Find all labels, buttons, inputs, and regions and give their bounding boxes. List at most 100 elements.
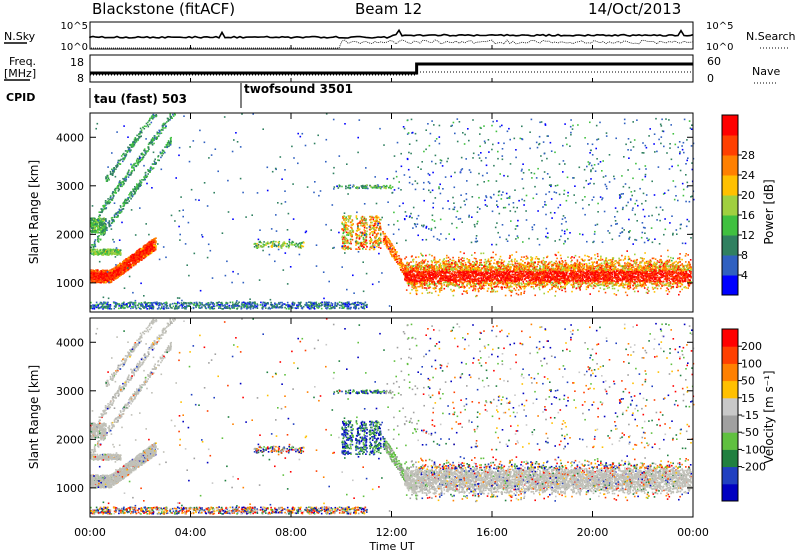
power-pixel bbox=[141, 154, 143, 156]
power-pixel bbox=[285, 305, 287, 307]
power-pixel bbox=[122, 271, 124, 273]
power-pixel bbox=[160, 157, 162, 159]
power-pixel bbox=[105, 208, 107, 210]
power-pixel bbox=[112, 191, 114, 193]
power-pixel bbox=[135, 262, 137, 264]
power-pixel bbox=[146, 123, 148, 125]
noise-sky-label: N.Sky bbox=[4, 30, 36, 43]
power-pixel bbox=[129, 259, 131, 261]
power-pixel bbox=[260, 304, 262, 306]
power-pixel bbox=[117, 276, 119, 278]
power-pixel bbox=[148, 126, 150, 128]
power-pixel bbox=[231, 305, 233, 307]
nave-tick-high: 60 bbox=[707, 55, 721, 68]
power-pixel bbox=[144, 254, 146, 256]
power-pixel bbox=[163, 308, 165, 310]
power-pixel bbox=[307, 307, 309, 309]
power-pixel bbox=[96, 226, 98, 228]
power-pixel bbox=[148, 171, 150, 173]
power-pixel bbox=[108, 200, 110, 202]
power-pixel bbox=[147, 169, 149, 171]
power-pixel bbox=[366, 306, 368, 308]
power-pixel bbox=[133, 302, 135, 304]
power-pixel bbox=[90, 273, 92, 275]
power-pixel bbox=[98, 254, 100, 256]
power-pixel bbox=[120, 252, 122, 254]
power-pixel bbox=[123, 272, 125, 274]
power-pixel bbox=[169, 304, 171, 306]
power-pixel bbox=[334, 303, 336, 305]
power-pixel bbox=[120, 163, 122, 165]
power-pixel bbox=[136, 166, 138, 168]
power-pixel bbox=[153, 302, 155, 304]
power-pixel bbox=[199, 307, 201, 309]
power-pixel bbox=[94, 241, 96, 243]
power-pixel bbox=[284, 307, 286, 309]
power-pixel bbox=[121, 264, 123, 266]
power-pixel bbox=[143, 256, 145, 258]
power-pixel bbox=[101, 223, 103, 225]
power-pixel bbox=[363, 303, 365, 305]
power-pixel bbox=[168, 140, 170, 142]
power-pixel bbox=[124, 157, 126, 159]
power-pixel bbox=[214, 305, 216, 307]
power-pixel bbox=[132, 189, 134, 191]
power-pixel bbox=[91, 219, 93, 221]
power-pixel bbox=[120, 253, 122, 255]
power-pixel bbox=[152, 144, 154, 146]
power-pixel bbox=[125, 203, 127, 205]
power-pixel bbox=[254, 302, 256, 304]
noise-right-tick-low: 10^0 bbox=[706, 42, 733, 53]
power-pixel bbox=[114, 216, 116, 218]
power-pixel bbox=[128, 170, 130, 172]
power-pixel bbox=[148, 150, 150, 152]
power-pixel bbox=[141, 256, 143, 258]
radar-summary-plot: Blackstone (fitACF) Beam 12 14/Oct/2013 … bbox=[0, 0, 800, 554]
power-pixel bbox=[116, 188, 118, 190]
power-pixel bbox=[106, 274, 108, 276]
power-pixel bbox=[142, 158, 144, 160]
power-pixel bbox=[265, 307, 267, 309]
power-pixel bbox=[251, 304, 253, 306]
power-pixel bbox=[158, 305, 160, 307]
power-pixel bbox=[225, 306, 227, 308]
power-pixel bbox=[112, 197, 114, 199]
power-pixel bbox=[292, 306, 294, 308]
power-pixel bbox=[129, 148, 131, 150]
power-pixel bbox=[122, 307, 124, 309]
power-pixel bbox=[98, 273, 100, 275]
power-pixel bbox=[204, 304, 206, 306]
power-pixel bbox=[297, 307, 299, 309]
power-pixel bbox=[296, 308, 298, 310]
power-pixel bbox=[155, 241, 157, 243]
power-pixel bbox=[126, 200, 128, 202]
power-pixel bbox=[102, 269, 104, 271]
power-pixel bbox=[178, 302, 180, 304]
power-pixel bbox=[150, 250, 152, 252]
power-pixel bbox=[115, 192, 117, 194]
power-pixel bbox=[145, 175, 147, 177]
power-pixel bbox=[99, 282, 101, 284]
power-pixel bbox=[227, 302, 229, 304]
power-pixel bbox=[160, 130, 162, 132]
power-pixel bbox=[100, 208, 102, 210]
power-pixel bbox=[100, 229, 102, 231]
power-pixel bbox=[163, 151, 165, 153]
power-pixel bbox=[241, 302, 243, 304]
power-pixel bbox=[111, 308, 113, 310]
power-pixel bbox=[123, 159, 125, 161]
power-pixel bbox=[161, 306, 163, 308]
power-pixel bbox=[193, 304, 195, 306]
power-pixel bbox=[102, 224, 104, 226]
noise-panel: N.Sky 10^5 10^0 10^5 10^0 N.Search bbox=[4, 21, 796, 53]
power-pixel bbox=[131, 306, 133, 308]
power-pixel bbox=[136, 141, 138, 143]
power-pixel bbox=[109, 199, 111, 201]
power-pixel bbox=[102, 231, 104, 233]
power-pixel bbox=[199, 302, 201, 304]
power-pixel bbox=[119, 160, 121, 162]
power-pixel bbox=[225, 303, 227, 305]
power-pixel bbox=[224, 304, 226, 306]
power-pixel bbox=[113, 167, 115, 169]
power-pixel bbox=[151, 246, 153, 248]
